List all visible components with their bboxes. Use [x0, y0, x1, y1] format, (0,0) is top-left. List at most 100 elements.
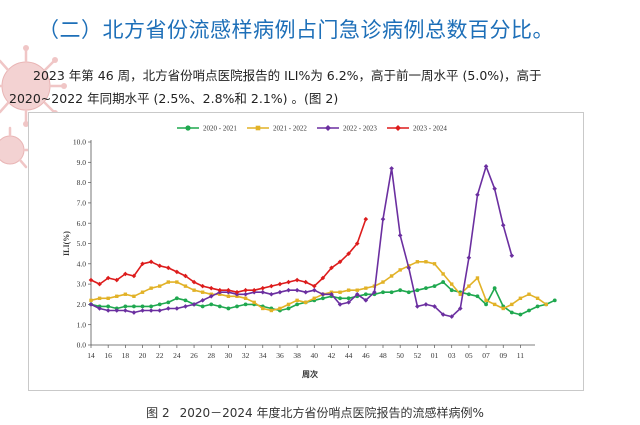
series-4-point [157, 263, 163, 269]
series-1-point [243, 302, 248, 307]
series-3-point [140, 308, 145, 313]
series-4-point [346, 251, 351, 256]
series-1-point [183, 298, 188, 303]
x-tick-label: 36 [276, 351, 284, 360]
series-3-point [492, 186, 497, 191]
y-tick-label: 10.0 [73, 138, 86, 147]
series-3-point [363, 298, 369, 303]
x-tick-label: 30 [225, 351, 233, 360]
x-tick-label: 03 [448, 351, 456, 360]
y-tick-label: 2.0 [77, 300, 87, 309]
series-4-point [217, 287, 223, 293]
series-1-point [226, 306, 231, 311]
x-tick-label: 46 [362, 351, 370, 360]
series-4-point [148, 259, 154, 265]
series-1-point [441, 280, 446, 284]
series-4-point [174, 269, 180, 275]
legend-marker [395, 125, 401, 131]
series-3-point [200, 298, 205, 303]
x-tick-label: 09 [499, 351, 507, 360]
series-3-point [286, 287, 291, 293]
series-3-point [114, 308, 120, 313]
section-heading: （二）北方省份流感样病例占门急诊病例总数百分比。 [38, 18, 554, 42]
x-tick-label: 28 [207, 351, 215, 360]
series-3-point [415, 304, 420, 309]
series-1-point [235, 304, 239, 309]
series-2-point [243, 296, 248, 301]
x-tick-label: 22 [156, 351, 164, 360]
legend-marker [325, 125, 331, 131]
series-4-point [165, 265, 171, 271]
series-2-point [467, 284, 471, 288]
series-1-point [381, 290, 385, 295]
series-3-point [88, 302, 94, 307]
series-2-point [175, 280, 179, 284]
legend-label: 2021 - 2022 [273, 125, 307, 133]
series-2-point [518, 296, 523, 301]
y-tick-label: 8.0 [77, 178, 87, 187]
series-4-point [105, 275, 111, 281]
series-4-point [200, 283, 205, 289]
series-3-point [337, 302, 343, 307]
series-1-point [140, 304, 145, 309]
series-4-point [269, 283, 274, 289]
series-2-point [510, 302, 514, 307]
series-2-point [484, 298, 488, 303]
series-4-point [131, 273, 137, 279]
series-3-point [165, 306, 171, 311]
chart-canvas: 0.0 1.0 2.0 3.0 4.0 5.0 6.0 7.0 8.0 9.0 10.0 14 16 18… [62, 125, 557, 379]
x-tick-label: 34 [259, 351, 267, 360]
series-3-point [157, 308, 163, 313]
series-3-point [329, 291, 334, 297]
series-1-point [157, 302, 162, 307]
series-1-point [475, 294, 480, 299]
legend-label: 2020 - 2021 [203, 125, 237, 133]
x-tick-label: 38 [293, 351, 301, 360]
series-1-point [449, 288, 454, 293]
series-3-point [97, 306, 102, 311]
legend-label: 2023 - 2024 [413, 125, 447, 133]
series-2-point [312, 296, 316, 301]
series-1-point [406, 290, 411, 295]
series-1-point [106, 304, 111, 309]
series-2-point [381, 280, 385, 284]
series-2-point [158, 284, 162, 288]
series-2-point [458, 292, 462, 296]
series-3-point [440, 312, 446, 317]
series-4-point [363, 216, 369, 222]
series-2-point [355, 288, 359, 292]
series-2-point [140, 290, 145, 294]
x-tick-label: 26 [190, 351, 198, 360]
series-4-point [354, 241, 360, 246]
series-1-point [174, 296, 179, 301]
x-tick-label: 44 [345, 351, 353, 360]
series-2-point [183, 284, 188, 288]
series-4-point [123, 271, 128, 277]
series-4-point [88, 277, 94, 283]
series-2-point [415, 260, 420, 264]
x-tick-label: 48 [379, 351, 387, 360]
series-1-point [363, 292, 368, 297]
series-4-point [286, 279, 291, 285]
series-1-point [132, 304, 136, 309]
y-tick-label: 7.0 [77, 199, 87, 208]
x-tick-label: 52 [414, 351, 422, 360]
series-3-point [354, 291, 360, 297]
series-3-point [269, 291, 274, 297]
series-3-point [183, 304, 188, 309]
legend-label: 2022 - 2023 [343, 125, 377, 133]
series-2-point [89, 298, 93, 303]
series-4-point [243, 287, 248, 293]
series-4-point [277, 281, 283, 287]
series-1-point [492, 286, 497, 291]
x-tick-label: 18 [122, 351, 130, 360]
series-3-point [397, 233, 403, 238]
series-2-point [261, 306, 265, 311]
series-4-point [303, 279, 309, 285]
series-1-point [217, 304, 222, 309]
series-4-point [226, 287, 231, 293]
series-4-point [294, 277, 300, 283]
y-tick-label: 9.0 [77, 158, 87, 167]
series-3-point [432, 304, 437, 309]
series-2-point [286, 302, 291, 307]
